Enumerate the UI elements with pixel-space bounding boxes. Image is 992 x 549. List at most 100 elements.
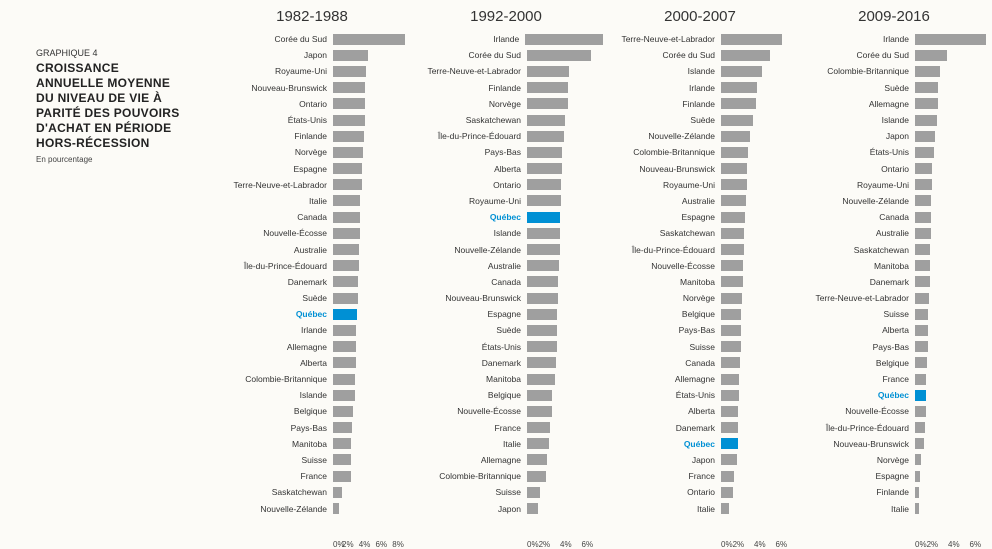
bar (721, 195, 746, 206)
row-label: Allemagne (603, 374, 721, 384)
row-label: Suisse (603, 342, 721, 352)
bar (915, 260, 930, 271)
chart-row: Allemagne (603, 371, 797, 387)
row-label: Espagne (797, 471, 915, 481)
row-label: Nouvelle-Écosse (797, 406, 915, 416)
axis-tick: 6% (376, 540, 393, 549)
chart-row: Saskatchewan (215, 484, 409, 500)
chart-row: Italie (215, 193, 409, 209)
row-label: Terre-Neuve-et-Labrador (797, 293, 915, 303)
chart-row: Royaume-Uni (409, 193, 603, 209)
row-label: Finlande (797, 487, 915, 497)
bar (915, 309, 928, 320)
row-label: Manitoba (215, 439, 333, 449)
chart-row: Saskatchewan (603, 225, 797, 241)
bar (721, 66, 762, 77)
row-label: Nouvelle-Zélande (409, 245, 527, 255)
row-label: Canada (215, 212, 333, 222)
chart-row: Australie (603, 193, 797, 209)
row-label: Nouvelle-Zélande (215, 504, 333, 514)
chart-row: Canada (797, 209, 991, 225)
bar (915, 487, 919, 498)
bar (915, 454, 921, 465)
row-label: Japon (215, 50, 333, 60)
bar (333, 406, 353, 417)
bar (333, 244, 359, 255)
row-label: Pays-Bas (215, 423, 333, 433)
bar (333, 195, 360, 206)
row-label: Québec (215, 309, 333, 319)
row-label: France (215, 471, 333, 481)
bar (527, 131, 564, 142)
row-label: Canada (797, 212, 915, 222)
bar (721, 390, 739, 401)
bar (333, 260, 359, 271)
bar (333, 454, 351, 465)
bar (915, 212, 931, 223)
row-label: Colombie-Britannique (797, 66, 915, 76)
row-label: Islande (409, 228, 527, 238)
row-label: Belgique (603, 309, 721, 319)
chart-row: Italie (797, 500, 991, 516)
chart-row: Australie (215, 241, 409, 257)
row-label: France (603, 471, 721, 481)
axis-tick: 4% (359, 540, 376, 549)
bar (527, 98, 568, 109)
chart-row: Pays-Bas (215, 420, 409, 436)
row-label: Terre-Neuve-et-Labrador (603, 34, 721, 44)
row-label: Suède (409, 325, 527, 335)
axis-tick: 0% (527, 540, 539, 549)
bar (333, 471, 351, 482)
chart-row: Irlande (409, 31, 603, 47)
row-label: Italie (409, 439, 527, 449)
row-label: Nouvelle-Écosse (215, 228, 333, 238)
bar (721, 131, 750, 142)
row-label: Suède (603, 115, 721, 125)
bar (527, 179, 561, 190)
x-axis: 0%2%4%6% (527, 538, 603, 549)
row-label: Australie (215, 245, 333, 255)
bar (915, 115, 937, 126)
row-label: Ontario (603, 487, 721, 497)
row-label: Espagne (409, 309, 527, 319)
chart-row: Allemagne (409, 452, 603, 468)
bar (915, 147, 934, 158)
bar (527, 357, 556, 368)
bar (333, 438, 351, 449)
row-label: Belgique (215, 406, 333, 416)
row-label: Islande (215, 390, 333, 400)
row-label: Alberta (215, 358, 333, 368)
chart-row: Finlande (215, 128, 409, 144)
row-label: Ontario (797, 164, 915, 174)
bar (333, 357, 356, 368)
chart-row: Corée du Sud (797, 47, 991, 63)
row-label: Saskatchewan (797, 245, 915, 255)
row-label: Islande (797, 115, 915, 125)
bar (527, 341, 557, 352)
row-label: France (797, 374, 915, 384)
bar (915, 390, 926, 401)
chart-row: Nouveau-Brunswick (603, 161, 797, 177)
bar (915, 438, 924, 449)
chart-row: Espagne (603, 209, 797, 225)
chart-panel: 1982-1988Corée du SudJaponRoyaume-UniNou… (215, 0, 409, 549)
row-label: Canada (409, 277, 527, 287)
bar (915, 50, 947, 61)
chart-row: Québec (603, 436, 797, 452)
row-label: Ontario (215, 99, 333, 109)
bar (525, 34, 603, 45)
chart-row: Norvège (603, 290, 797, 306)
axis-tick: 6% (970, 540, 991, 549)
chart-row: Japon (797, 128, 991, 144)
bar (721, 341, 741, 352)
bar (333, 228, 360, 239)
bar (721, 34, 782, 45)
chart-row: Finlande (797, 484, 991, 500)
row-label: Japon (409, 504, 527, 514)
chart-row: Italie (409, 436, 603, 452)
bar (915, 503, 919, 514)
chart-row: Allemagne (797, 96, 991, 112)
bar (333, 390, 355, 401)
bar (721, 503, 729, 514)
bar (333, 179, 362, 190)
